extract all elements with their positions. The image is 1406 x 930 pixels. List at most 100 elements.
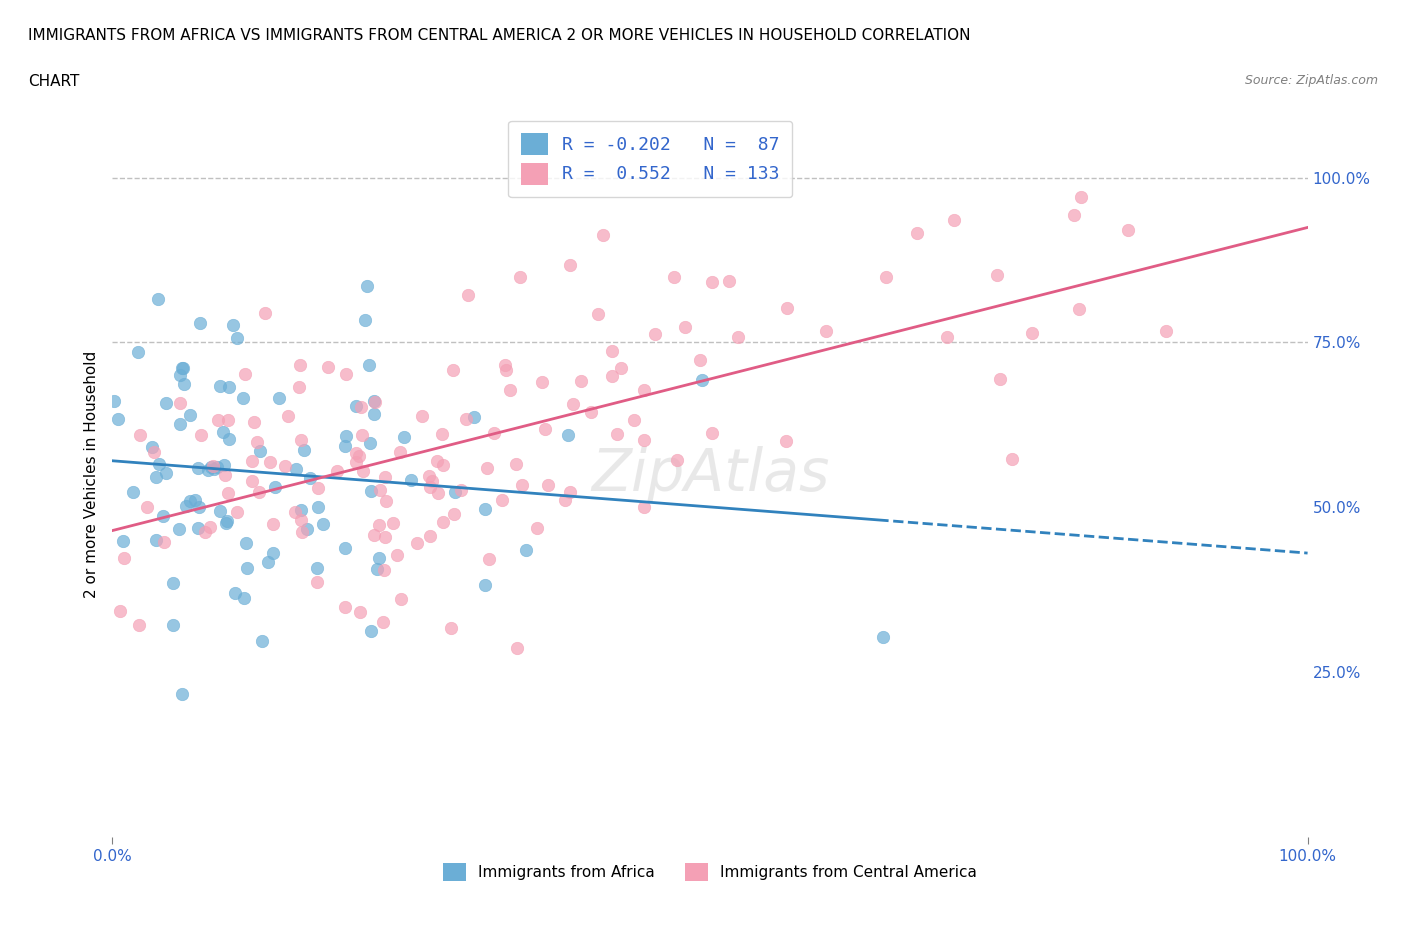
Point: [262, 517, 284, 532]
Point: [388, 445, 411, 459]
Point: [592, 227, 614, 242]
Point: [198, 520, 221, 535]
Point: [179, 407, 201, 422]
Point: [290, 512, 312, 527]
Point: [162, 576, 184, 591]
Point: [633, 433, 655, 448]
Point: [152, 534, 174, 549]
Point: [256, 554, 278, 569]
Point: [127, 344, 149, 359]
Point: [432, 515, 454, 530]
Point: [360, 624, 382, 639]
Point: [875, 270, 897, 285]
Point: [644, 326, 666, 341]
Point: [267, 391, 290, 405]
Point: [187, 460, 209, 475]
Point: [463, 409, 485, 424]
Point: [249, 444, 271, 458]
Point: [440, 620, 463, 635]
Point: [457, 287, 479, 302]
Y-axis label: 2 or more Vehicles in Household: 2 or more Vehicles in Household: [83, 351, 98, 598]
Point: [344, 455, 367, 470]
Point: [174, 499, 197, 514]
Point: [246, 434, 269, 449]
Point: [111, 534, 134, 549]
Point: [217, 413, 239, 428]
Point: [727, 330, 749, 345]
Point: [776, 300, 799, 315]
Point: [702, 274, 724, 289]
Point: [349, 400, 371, 415]
Point: [702, 425, 724, 440]
Point: [512, 477, 534, 492]
Point: [232, 591, 254, 605]
Point: [346, 445, 368, 460]
Point: [247, 485, 270, 499]
Point: [128, 427, 150, 442]
Point: [335, 439, 357, 454]
Point: [162, 618, 184, 632]
Point: [107, 412, 129, 427]
Point: [482, 426, 505, 441]
Point: [450, 483, 472, 498]
Legend: Immigrants from Africa, Immigrants from Central America: Immigrants from Africa, Immigrants from …: [437, 857, 983, 887]
Point: [215, 516, 238, 531]
Point: [250, 633, 273, 648]
Point: [173, 377, 195, 392]
Point: [815, 324, 838, 339]
Point: [988, 371, 1011, 386]
Point: [240, 474, 263, 489]
Point: [633, 382, 655, 397]
Point: [363, 393, 385, 408]
Point: [505, 640, 527, 655]
Point: [456, 412, 478, 427]
Point: [172, 361, 194, 376]
Point: [367, 517, 389, 532]
Point: [169, 417, 191, 432]
Point: [148, 457, 170, 472]
Point: [717, 273, 740, 288]
Point: [1021, 326, 1043, 340]
Point: [537, 478, 560, 493]
Point: [600, 343, 623, 358]
Point: [335, 366, 357, 381]
Point: [579, 405, 602, 419]
Point: [360, 484, 382, 498]
Text: IMMIGRANTS FROM AFRICA VS IMMIGRANTS FROM CENTRAL AMERICA 2 OR MORE VEHICLES IN : IMMIGRANTS FROM AFRICA VS IMMIGRANTS FRO…: [28, 28, 970, 43]
Point: [427, 485, 450, 500]
Point: [335, 429, 357, 444]
Point: [307, 499, 329, 514]
Point: [1154, 324, 1177, 339]
Point: [290, 503, 312, 518]
Point: [155, 395, 177, 410]
Point: [419, 480, 441, 495]
Point: [1001, 451, 1024, 466]
Point: [558, 485, 581, 499]
Point: [169, 367, 191, 382]
Point: [352, 428, 374, 443]
Point: [775, 433, 797, 448]
Point: [277, 409, 299, 424]
Point: [477, 460, 499, 475]
Point: [666, 453, 689, 468]
Point: [209, 379, 232, 393]
Point: [263, 479, 285, 494]
Point: [254, 305, 277, 320]
Point: [673, 319, 696, 334]
Point: [170, 360, 193, 375]
Point: [240, 454, 263, 469]
Point: [349, 604, 371, 619]
Point: [312, 517, 335, 532]
Point: [148, 291, 170, 306]
Point: [364, 394, 387, 409]
Point: [499, 383, 522, 398]
Point: [224, 585, 246, 600]
Point: [200, 459, 222, 474]
Point: [426, 453, 449, 468]
Point: [374, 470, 396, 485]
Point: [633, 499, 655, 514]
Point: [145, 532, 167, 547]
Point: [531, 374, 554, 389]
Point: [172, 686, 194, 701]
Point: [122, 485, 145, 499]
